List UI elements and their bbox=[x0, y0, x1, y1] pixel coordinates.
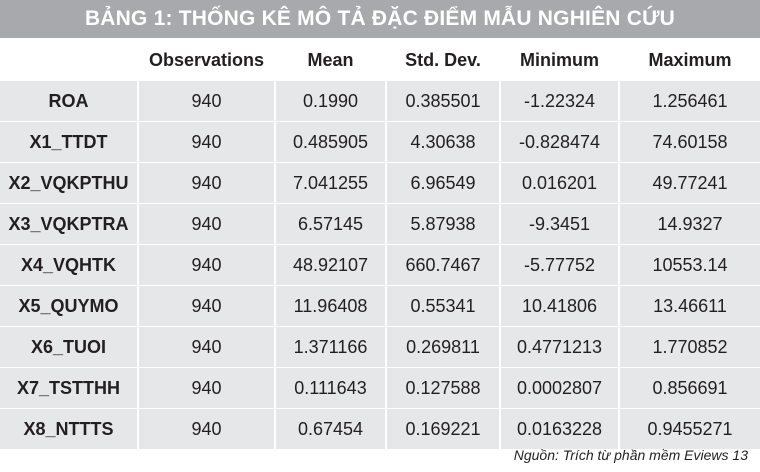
table-row: X5_QUYMO 940 11.96408 0.55341 10.41806 13.466… bbox=[0, 286, 760, 326]
cell-maximum: 0.9455271 bbox=[620, 409, 760, 449]
cell-variable: X2_VQKPTHU bbox=[0, 163, 137, 203]
cell-mean: 0.67454 bbox=[276, 409, 385, 449]
table-row: ROA 940 0.1990 0.385501 -1.22324 1.256461 bbox=[0, 81, 760, 121]
cell-std-dev: 0.169221 bbox=[387, 409, 499, 449]
header-cell-mean: Mean bbox=[307, 50, 354, 70]
cell-std-dev: 6.96549 bbox=[387, 163, 499, 203]
cell-std-dev: 4.30638 bbox=[387, 122, 499, 162]
cell-variable: X1_TTDT bbox=[0, 122, 137, 162]
cell-minimum: 0.0002807 bbox=[501, 368, 618, 408]
cell-maximum: 14.9327 bbox=[620, 204, 760, 244]
cell-minimum: -9.3451 bbox=[501, 204, 618, 244]
header-cell-std-dev: Std. Dev. bbox=[405, 50, 481, 70]
cell-variable: X5_QUYMO bbox=[0, 286, 137, 326]
cell-std-dev: 660.7467 bbox=[387, 245, 499, 285]
cell-std-dev: 0.385501 bbox=[387, 81, 499, 121]
cell-observations: 940 bbox=[139, 81, 274, 121]
header-cell-observations: Observations bbox=[148, 50, 265, 70]
cell-std-dev: 0.55341 bbox=[387, 286, 499, 326]
cell-observations: 940 bbox=[139, 163, 274, 203]
cell-observations: 940 bbox=[139, 204, 274, 244]
cell-minimum: 0.4771213 bbox=[501, 327, 618, 367]
cell-mean: 0.111643 bbox=[276, 368, 385, 408]
cell-maximum: 13.46611 bbox=[620, 286, 760, 326]
table-row: X4_VQHTK 940 48.92107 660.7467 -5.77752 10553… bbox=[0, 245, 760, 285]
cell-observations: 940 bbox=[139, 409, 274, 449]
cell-mean: 0.1990 bbox=[276, 81, 385, 121]
cell-maximum: 0.856691 bbox=[620, 368, 760, 408]
cell-maximum: 10553.14 bbox=[620, 245, 760, 285]
cell-std-dev: 5.87938 bbox=[387, 204, 499, 244]
cell-minimum: -5.77752 bbox=[501, 245, 618, 285]
header-cell-maximum: Maximum bbox=[648, 50, 732, 70]
cell-variable: X3_VQKPTRA bbox=[0, 204, 137, 244]
cell-mean: 6.57145 bbox=[276, 204, 385, 244]
cell-maximum: 1.770852 bbox=[620, 327, 760, 367]
cell-observations: 940 bbox=[139, 286, 274, 326]
cell-minimum: 0.016201 bbox=[501, 163, 618, 203]
cell-mean: 1.371166 bbox=[276, 327, 385, 367]
cell-variable: X8_NTTTS bbox=[0, 409, 137, 449]
cell-std-dev: 0.127588 bbox=[387, 368, 499, 408]
cell-minimum: 10.41806 bbox=[501, 286, 618, 326]
source-note: Nguồn: Trích từ phần mềm Eviews 13 bbox=[513, 447, 748, 463]
table-row: X8_NTTTS 940 0.67454 0.169221 0.0163228 0.945… bbox=[0, 409, 760, 449]
cell-mean: 7.041255 bbox=[276, 163, 385, 203]
cell-variable: X7_TSTTHH bbox=[0, 368, 137, 408]
cell-variable: X6_TUOI bbox=[0, 327, 137, 367]
cell-observations: 940 bbox=[139, 327, 274, 367]
table-title: BẢNG 1: THỐNG KÊ MÔ TẢ ĐẶC ĐIỂM MẪU NGHI… bbox=[0, 0, 760, 38]
table-row: X2_VQKPTHU 940 7.041255 6.96549 0.016201 49.7… bbox=[0, 163, 760, 203]
cell-minimum: 0.0163228 bbox=[501, 409, 618, 449]
table-row: X6_TUOI 940 1.371166 0.269811 0.4771213 1.770… bbox=[0, 327, 760, 367]
cell-mean: 0.485905 bbox=[276, 122, 385, 162]
cell-observations: 940 bbox=[139, 368, 274, 408]
header-cell-variable bbox=[0, 40, 137, 80]
cell-std-dev: 0.269811 bbox=[387, 327, 499, 367]
cell-maximum: 1.256461 bbox=[620, 81, 760, 121]
table-row: X7_TSTTHH 940 0.111643 0.127588 0.0002807 0.8… bbox=[0, 368, 760, 408]
cell-variable: X4_VQHTK bbox=[0, 245, 137, 285]
cell-maximum: 74.60158 bbox=[620, 122, 760, 162]
cell-maximum: 49.77241 bbox=[620, 163, 760, 203]
cell-mean: 11.96408 bbox=[276, 286, 385, 326]
table-row: X3_VQKPTRA 940 6.57145 5.87938 -9.3451 14.932… bbox=[0, 204, 760, 244]
header-row: Observations Mean Std. Dev. Minimum Maxi… bbox=[0, 40, 760, 80]
cell-variable: ROA bbox=[0, 81, 137, 121]
table-row: X1_TTDT 940 0.485905 4.30638 -0.828474 74.601… bbox=[0, 122, 760, 162]
cell-observations: 940 bbox=[139, 245, 274, 285]
cell-minimum: -1.22324 bbox=[501, 81, 618, 121]
statistics-table: Observations Mean Std. Dev. Minimum Maxi… bbox=[0, 40, 760, 450]
cell-minimum: -0.828474 bbox=[501, 122, 618, 162]
cell-observations: 940 bbox=[139, 122, 274, 162]
header-cell-minimum: Minimum bbox=[520, 50, 599, 70]
cell-mean: 48.92107 bbox=[276, 245, 385, 285]
